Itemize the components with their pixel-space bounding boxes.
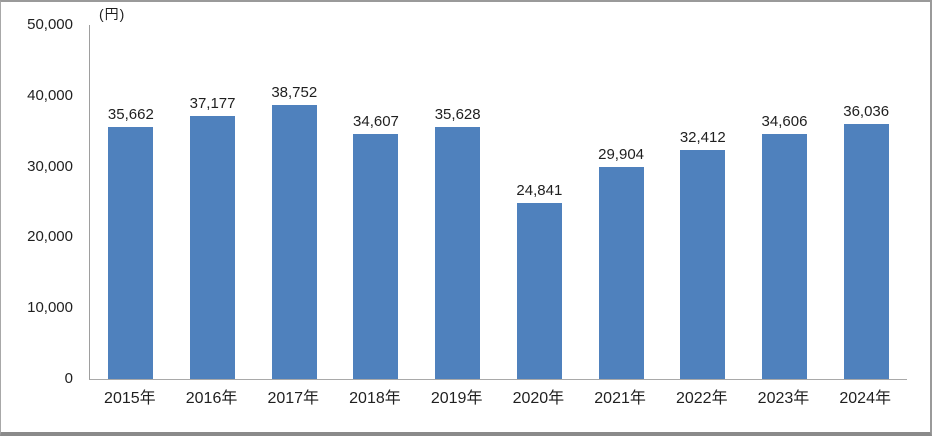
- x-axis-tick-label: 2021年: [594, 390, 646, 407]
- y-axis-unit-label: (円): [99, 6, 126, 22]
- y-axis-tick-label: 40,000: [27, 86, 73, 104]
- bar: [108, 126, 154, 379]
- bar-value-label: 35,628: [434, 105, 481, 123]
- bar-slot: 37,177: [172, 25, 254, 379]
- bar-value-label: 34,606: [761, 113, 808, 130]
- bar: [680, 149, 726, 379]
- y-axis-tick-label: 50,000: [27, 16, 73, 33]
- bar-value-label: 29,904: [598, 146, 645, 164]
- x-axis-tick-label: 2017年: [267, 390, 320, 407]
- x-axis-tick-label: 2018年: [349, 390, 401, 407]
- bar-value-label: 36,036: [843, 102, 890, 120]
- bar-slot: 29,904: [580, 25, 662, 379]
- bar-slot: 38,752: [253, 25, 335, 379]
- bar-value-label: 38,752: [271, 83, 318, 101]
- bar-slot: 35,628: [417, 25, 499, 379]
- x-axis-tick-label: 2022年: [675, 390, 728, 407]
- bar-slot: 24,841: [499, 25, 581, 379]
- x-axis-tick-label: 2023年: [757, 390, 810, 407]
- bar: [435, 126, 481, 379]
- bar-value-label: 37,177: [189, 94, 236, 112]
- bar-slot: 32,412: [662, 25, 744, 379]
- bar-slot: 36,036: [825, 25, 907, 379]
- bar-slot: 35,662: [90, 25, 172, 379]
- bar: [271, 104, 317, 379]
- x-axis-tick-label: 2016年: [185, 390, 238, 407]
- x-axis-tick-label: 2019年: [430, 390, 483, 407]
- bar-value-label: 24,841: [516, 182, 563, 200]
- y-axis-tick-label: 10,000: [27, 299, 73, 317]
- bar-value-label: 34,607: [353, 112, 399, 130]
- bar: [516, 203, 562, 379]
- bar: [761, 134, 807, 379]
- y-axis-tick-labels: 0 10,000 20,000 30,000 40,000 50,000: [1, 2, 81, 432]
- bar: [843, 123, 889, 379]
- x-axis-tick-label: 2020年: [512, 390, 565, 407]
- bar-value-label: 35,662: [107, 105, 154, 123]
- bars-container: 35,662 37,177 38,752 34,607 35,628 24,841 29,9…: [90, 25, 907, 379]
- y-axis-tick-label: 20,000: [27, 228, 73, 246]
- bar: [190, 115, 236, 379]
- x-axis-tick-label: 2015年: [104, 390, 156, 407]
- x-axis-labels: 2015年 2016年 2017年 2018年 2019年 2020年 2021年 2022年…: [89, 384, 906, 408]
- bar: [353, 133, 399, 379]
- bar-value-label: 32,412: [679, 128, 726, 146]
- bar: [598, 167, 644, 379]
- y-axis-tick-label: 30,000: [27, 157, 73, 175]
- x-axis-tick-label: 2024年: [839, 390, 891, 407]
- bar-slot: 34,606: [744, 25, 826, 379]
- plot-area: 35,662 37,177 38,752 34,607 35,628 24,841 29,9…: [89, 25, 907, 380]
- y-axis-tick-label: 0: [64, 370, 73, 387]
- bar-slot: 34,607: [335, 25, 417, 379]
